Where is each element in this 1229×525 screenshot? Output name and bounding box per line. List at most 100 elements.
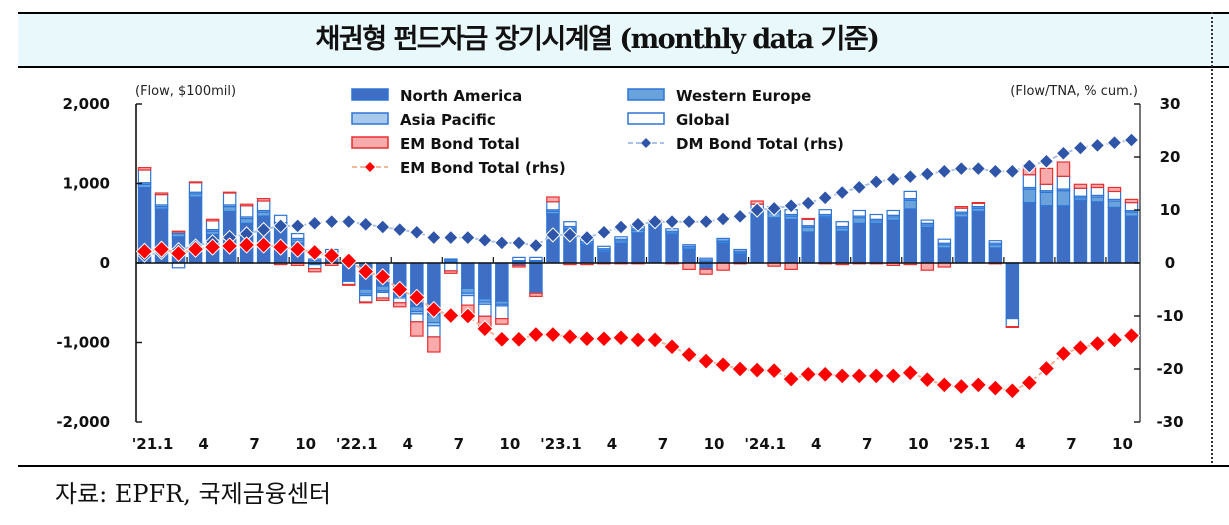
x-tick-label: 7 (862, 435, 872, 453)
marker-em (918, 370, 936, 389)
bar-western-europe (1056, 190, 1071, 207)
bar-em-bond-total (716, 262, 730, 271)
y2-tick-label: -30 (1156, 413, 1183, 431)
chart-title: 채권형 펀드자금 장기시계열 (monthly data 기준) (315, 24, 880, 55)
page-edge-dotted-line (1211, 12, 1213, 467)
bar-global (546, 201, 560, 211)
bar-north-america (478, 262, 492, 300)
legend-swatch (351, 88, 389, 101)
marker-dm (902, 168, 918, 185)
bar-global (682, 244, 696, 247)
bar-global (903, 190, 917, 200)
marker-dm (323, 213, 340, 230)
marker-dm (715, 211, 731, 227)
bar-global (886, 209, 900, 216)
y-tick-label: -2,000 (56, 413, 110, 431)
marker-em (748, 361, 766, 379)
legend-label: North America (400, 87, 522, 105)
y2-tick-label: -20 (1156, 360, 1183, 378)
bar-em-bond-total (1039, 167, 1054, 185)
bar-asia-pacific (444, 258, 458, 261)
marker-em (220, 237, 239, 255)
marker-em (1105, 331, 1124, 349)
x-tick-label: 4 (1015, 435, 1025, 453)
x-tick-label: 10 (1112, 435, 1133, 453)
bar-western-europe (1022, 188, 1037, 204)
bar-global (920, 219, 935, 224)
bar-global (239, 205, 254, 218)
bar-em-bond-total (256, 198, 271, 202)
y2-tick-label: -10 (1156, 307, 1183, 325)
bar-north-america (665, 233, 679, 264)
bar-north-america (988, 247, 1003, 264)
marker-dm (851, 179, 867, 195)
marker-dm (460, 229, 476, 246)
marker-dm (817, 190, 833, 206)
bar-western-europe (239, 217, 254, 224)
marker-dm (341, 213, 357, 230)
bar-em-bond-total (410, 321, 424, 337)
marker-em (305, 243, 324, 262)
bar-north-america (597, 251, 611, 264)
bottom-rule (18, 465, 1229, 467)
y-axis-unit: (Flow, $100mil) (135, 84, 236, 99)
marker-em (340, 252, 358, 270)
bar-western-europe (256, 211, 271, 217)
bar-north-america (920, 226, 935, 264)
legend-item: Asia Pacific (351, 111, 496, 129)
marker-em (986, 379, 1005, 397)
marker-dm (885, 171, 901, 187)
marker-dm (1004, 163, 1021, 180)
bar-global (1005, 318, 1020, 328)
bar-em-bond-total (393, 302, 407, 308)
marker-dm (749, 202, 765, 218)
x-tick-label: 7 (454, 435, 464, 453)
bar-north-america (784, 218, 798, 264)
marker-em (578, 330, 596, 348)
marker-dm (1072, 140, 1089, 156)
marker-dm (630, 216, 646, 233)
marker-em (884, 367, 902, 385)
marker-dm (970, 160, 987, 177)
marker-dm (1123, 132, 1140, 148)
y2-tick-label: 30 (1160, 95, 1181, 113)
marker-em (799, 365, 817, 384)
bar-em-bond-total (495, 318, 509, 325)
bar-north-america (937, 247, 952, 264)
bar-north-america (580, 244, 594, 264)
marker-em (697, 352, 715, 370)
marker-em (765, 361, 783, 380)
marker-em (152, 240, 171, 258)
marker-em (714, 356, 732, 374)
marker-dm (1106, 134, 1123, 151)
bar-em-bond-total (427, 336, 441, 353)
marker-em (186, 240, 205, 258)
marker-em (493, 330, 511, 349)
bar-global (478, 303, 492, 317)
bar-western-europe (1107, 200, 1122, 209)
marker-em (833, 367, 851, 385)
bar-western-europe (801, 226, 815, 233)
legend-item: Global (627, 111, 730, 129)
bar-global (308, 264, 322, 270)
marker-em (442, 306, 460, 325)
bar-north-america (818, 217, 832, 264)
bar-north-america (971, 210, 986, 264)
bar-north-america (495, 262, 509, 302)
x-tick-label: '21.1 (132, 435, 174, 453)
bar-north-america (1124, 215, 1139, 264)
bar-global (444, 262, 458, 272)
bar-north-america (869, 222, 883, 264)
bar-em-bond-total (188, 181, 203, 184)
bar-global (1073, 187, 1088, 197)
marker-em (1054, 344, 1073, 363)
bar-global (376, 291, 390, 299)
marker-em (561, 327, 579, 346)
bar-global (1107, 190, 1122, 200)
marker-dm (1055, 145, 1072, 161)
x-tick-label: 10 (704, 435, 725, 453)
bar-em-bond-total (154, 192, 169, 196)
legend-label: EM Bond Total (400, 135, 520, 153)
x-tick-label: 7 (658, 435, 668, 453)
marker-dm (477, 232, 493, 248)
